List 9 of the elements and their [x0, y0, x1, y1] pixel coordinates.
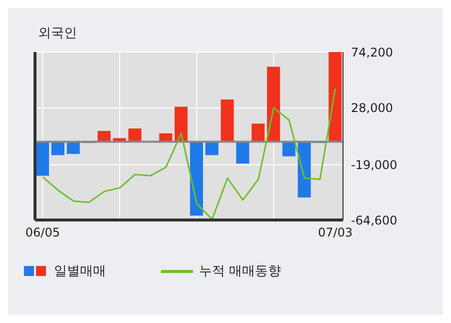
y-tick-label: 74,200	[351, 45, 393, 60]
y-tick-label: -64,600	[351, 213, 398, 228]
legend-label: 일별매매	[54, 263, 106, 280]
x-tick-label: 06/05	[25, 226, 60, 240]
chart-title: 외국인	[38, 25, 77, 42]
x-tick-label: 07/03	[318, 226, 353, 240]
legend-label: 누적 매매동향	[199, 263, 282, 280]
y-tick-label: 28,000	[351, 101, 393, 116]
y-tick-label: -19,000	[351, 158, 398, 172]
